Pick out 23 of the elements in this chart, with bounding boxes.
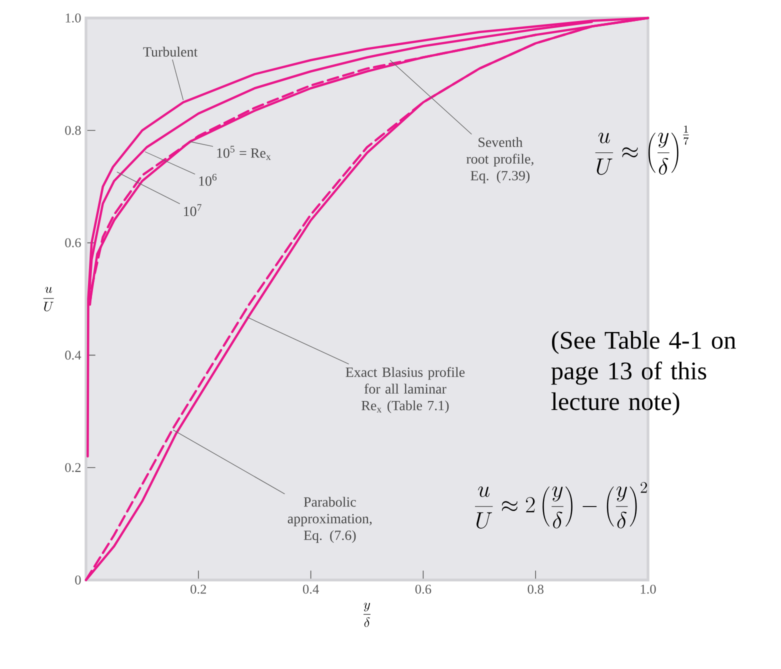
y-tick-label: 0.2 [65,463,81,472]
y-tick-label: 1.0 [66,13,81,23]
x-axis-title: $\frac{y}{\delta}$ [364,602,371,627]
annotation: Parabolic approximation, Eq. (7.6) [288,496,372,543]
annotation: 10$^{6}$ [199,174,217,186]
y-tick-label: 0.8 [65,126,81,135]
x-tick-label: 1.0 [640,584,656,594]
x-tick-label: 0.4 [302,584,319,594]
y-axis-title: $\frac{u}{U}$ [43,286,54,312]
annotation: Turbulent [143,46,198,57]
x-tick-label: 0.2 [190,584,206,594]
y-tick-label: 0 [75,576,81,584]
annotation: 10$^{5}$ = Re$_{x}$ [217,146,271,160]
annotation: $\frac{u}{U} \approx \left(\frac{y}{\delta}\right)^{\frac{1}{7}}$ [595,126,689,175]
y-tick-label: 0.4 [65,350,82,360]
y-tick-label: 0.6 [65,238,81,248]
annotation: Seventh root profile, Eq. (7.39) [466,137,534,184]
x-tick-label: 0.8 [528,584,544,594]
x-tick-label: 0.6 [415,584,432,594]
annotation: 10$^{7}$ [184,204,202,216]
annotation: (See Table 4-1 on page 13 of this lecture note) [551,331,736,416]
annotation: $\frac{u}{U} \approx 2\left(\frac{y}{\delta}\right) - \left(\frac{y}{\delta}\right)^{2}$ [475,482,647,529]
annotation: Exact Blasius profile for all laminar Re$_{x}$ (Table 7.1) [346,366,465,414]
